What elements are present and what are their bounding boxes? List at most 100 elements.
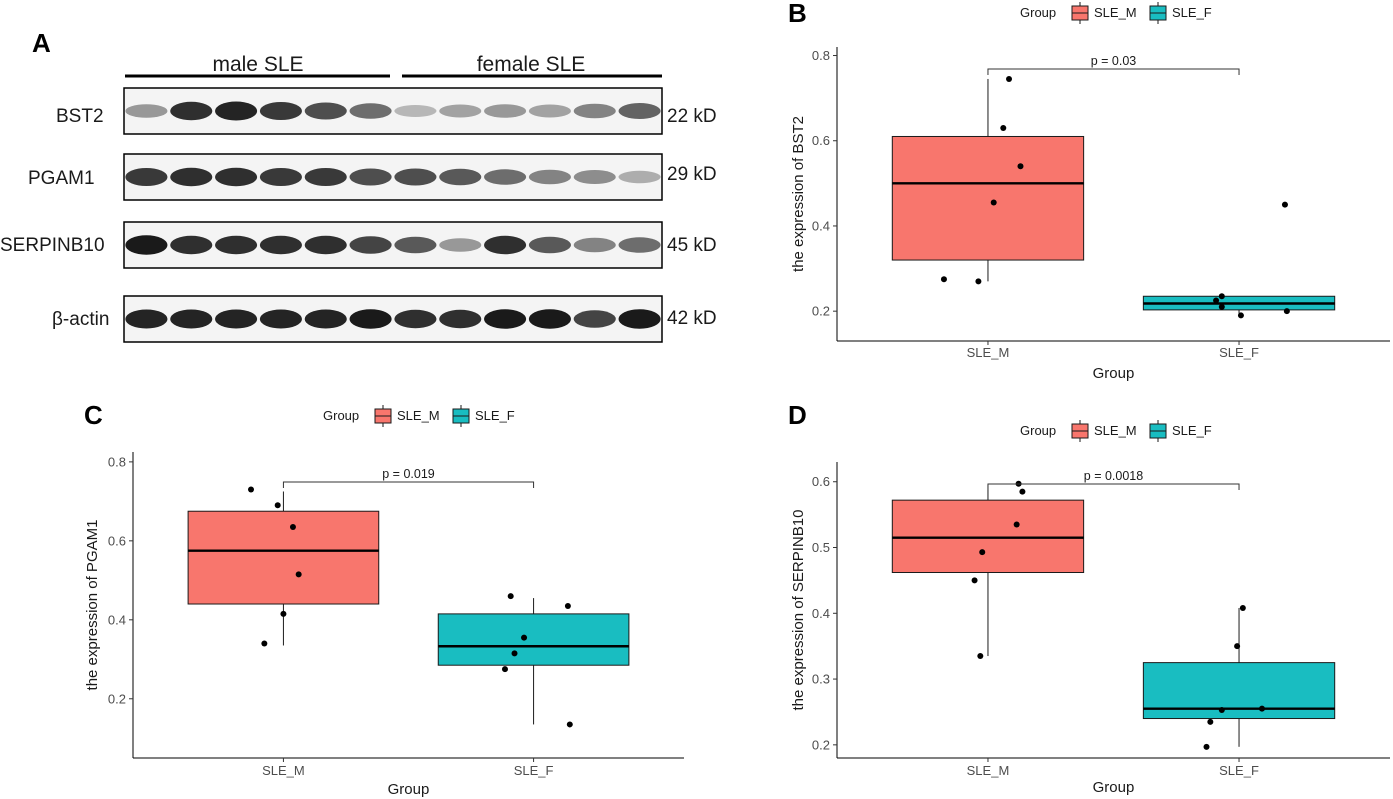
- data-point-sle_f: [501, 666, 508, 673]
- blot-strip-3: [123, 221, 663, 269]
- blot-band: [528, 236, 571, 254]
- panel-c-pgam1-boxplot: C 0.2 0.4 0.6 0.8 SLE_M SLE_F Group the express…: [84, 400, 684, 798]
- blot-band: [439, 168, 482, 186]
- legend-key-sle_f: SLE_F: [1149, 2, 1212, 24]
- blot-band: [259, 168, 302, 186]
- data-point-sle_m: [274, 502, 281, 509]
- data-point-sle_f: [1213, 297, 1220, 304]
- blot-band: [618, 237, 661, 253]
- blot-band: [215, 309, 258, 329]
- data-point-sle_m: [971, 577, 978, 584]
- data-point-sle_m: [990, 199, 997, 206]
- blot-strip-4: [123, 295, 663, 343]
- data-point-sle_m: [280, 610, 287, 617]
- box-sle_m: [187, 510, 380, 605]
- data-point-sle_m: [248, 486, 255, 493]
- legend-label: SLE_M: [1094, 5, 1137, 20]
- data-point-sle_f: [1234, 643, 1241, 650]
- blot-band: [349, 236, 392, 254]
- y-tick-label: 0.2: [108, 691, 126, 706]
- data-point-sle_f: [1283, 308, 1290, 315]
- data-point-sle_f: [1237, 312, 1244, 319]
- box-sle_f: [437, 613, 630, 666]
- y-tick-label: 0.6: [812, 133, 830, 148]
- legend-key-sle_f: SLE_F: [452, 405, 515, 427]
- blot-band: [304, 235, 347, 255]
- data-point-sle_f: [1281, 201, 1288, 208]
- blot-band: [439, 309, 482, 329]
- y-axis-title: the expression of PGAM1: [84, 520, 101, 691]
- blot-band: [304, 168, 347, 186]
- legend-title: Group: [323, 408, 359, 423]
- y-tick-label: 0.6: [108, 533, 126, 548]
- blot-band: [618, 103, 661, 119]
- blot-band: [573, 310, 616, 328]
- legend-label: SLE_F: [1172, 5, 1212, 20]
- legend-title: Group: [1020, 423, 1056, 438]
- data-point-sle_f: [1203, 743, 1210, 750]
- blot-band: [618, 170, 661, 184]
- blot-band: [125, 168, 168, 186]
- group-label-male: male SLE: [212, 53, 303, 76]
- y-tick-label: 0.8: [812, 48, 830, 63]
- kd-label-serpinb10: 45 kD: [667, 235, 717, 256]
- y-axis-title: the expression of SERPINB10: [790, 510, 807, 711]
- blot-band: [125, 235, 168, 255]
- box-sle_m: [891, 499, 1085, 574]
- panel-a-letter: A: [32, 28, 51, 58]
- blot-band: [484, 235, 527, 255]
- blot-band: [170, 101, 213, 121]
- blot-band: [439, 104, 482, 118]
- blot-strip-2: [123, 153, 663, 201]
- blot-band: [573, 103, 616, 119]
- p-value-label: p = 0.03: [1091, 54, 1137, 68]
- x-tick-label-sle_f: SLE_F: [1219, 345, 1259, 360]
- y-tick-label: 0.4: [812, 606, 830, 621]
- blot-band: [394, 105, 437, 117]
- y-tick-label: 0.4: [812, 218, 830, 233]
- legend-label: SLE_M: [397, 408, 440, 423]
- data-point-sle_m: [940, 276, 947, 283]
- box-sle_m: [891, 135, 1085, 261]
- x-tick-label-sle_m: SLE_M: [967, 763, 1010, 778]
- blot-band: [170, 309, 213, 329]
- kd-label-beta-actin: 42 kD: [667, 308, 717, 329]
- legend-label: SLE_M: [1094, 423, 1137, 438]
- blot-band: [125, 104, 168, 118]
- blot-band: [484, 104, 527, 118]
- p-value-label: p = 0.019: [382, 467, 435, 481]
- data-point-sle_f: [1258, 705, 1265, 712]
- data-point-sle_f: [1218, 293, 1225, 300]
- protein-label-serpinb10: SERPINB10: [0, 235, 105, 256]
- blot-band: [528, 309, 571, 329]
- blot-band: [439, 238, 482, 252]
- blot-band: [125, 309, 168, 329]
- data-point-sle_m: [975, 278, 982, 285]
- blot-band: [304, 309, 347, 329]
- panel-a-western-blot: A male SLE female SLE BST2 PGAM1 SERPINB…: [0, 28, 717, 343]
- blot-strips: [123, 87, 663, 343]
- data-point-sle_m: [1006, 75, 1013, 82]
- x-tick-label-sle_m: SLE_M: [262, 763, 305, 778]
- panel-b-letter: B: [788, 0, 807, 28]
- x-axis-title: Group: [388, 781, 430, 798]
- x-tick-label-sle_m: SLE_M: [967, 345, 1010, 360]
- legend-key-sle_m: SLE_M: [374, 405, 440, 427]
- data-point-sle_f: [521, 634, 528, 641]
- y-tick-label: 0.5: [812, 540, 830, 555]
- x-axis-title: Group: [1093, 365, 1135, 382]
- blot-band: [573, 170, 616, 184]
- x-tick-label-sle_f: SLE_F: [514, 763, 554, 778]
- data-point-sle_m: [1017, 163, 1024, 170]
- data-point-sle_f: [1239, 605, 1246, 612]
- data-point-sle_m: [1019, 488, 1026, 495]
- blot-band: [170, 167, 213, 187]
- blot-band: [170, 235, 213, 255]
- blot-band: [259, 235, 302, 255]
- blot-band: [484, 169, 527, 185]
- data-point-sle_m: [1000, 124, 1007, 131]
- blot-band: [215, 101, 258, 121]
- data-point-sle_m: [295, 571, 302, 578]
- blot-band: [215, 167, 258, 187]
- y-tick-label: 0.8: [108, 454, 126, 469]
